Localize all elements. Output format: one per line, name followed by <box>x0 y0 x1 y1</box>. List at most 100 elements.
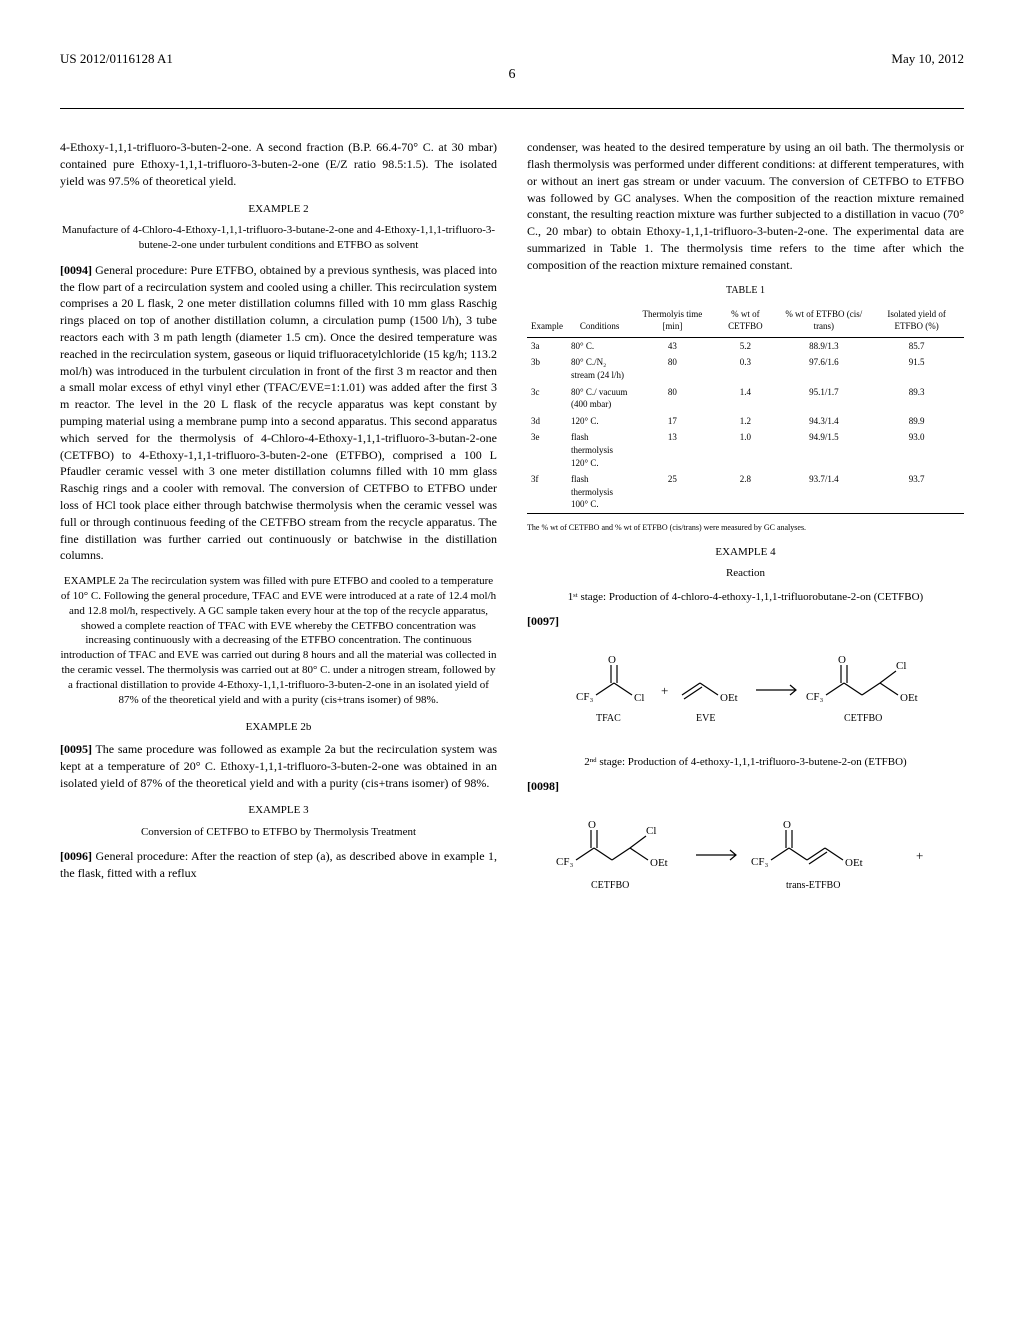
example-title: EXAMPLE 3 <box>60 803 497 818</box>
table-cell: 43 <box>632 337 712 354</box>
svg-text:Cl: Cl <box>634 692 644 704</box>
table-cell: 1.0 <box>712 429 778 471</box>
table-cell: 3e <box>527 429 567 471</box>
header-rule <box>60 108 964 109</box>
table-cell: 1.4 <box>712 384 778 413</box>
doc-number: US 2012/0116128 A1 <box>60 50 173 68</box>
para-text: General procedure: Pure ETFBO, obtained … <box>60 263 497 563</box>
table-cell: 91.5 <box>869 354 964 383</box>
example-title: EXAMPLE 2 <box>60 202 497 217</box>
text-block: condenser, was heated to the desired tem… <box>527 139 964 273</box>
table-cell: 97.6/1.6 <box>778 354 869 383</box>
text-block: [0096] General procedure: After the reac… <box>60 848 497 882</box>
table-cell: 17 <box>632 413 712 430</box>
right-column: condenser, was heated to the desired tem… <box>527 139 964 920</box>
text-block: 4-Ethoxy-1,1,1-trifluoro-3-buten-2-one. … <box>60 139 497 189</box>
svg-text:OEt: OEt <box>720 692 738 704</box>
reaction-scheme-2: CF₃ O Cl OEt CETFBO CF₃ <box>527 810 964 905</box>
table-row: 3d120° C.171.294.3/1.489.9 <box>527 413 964 430</box>
svg-text:CF₃: CF₃ <box>751 856 768 868</box>
table-row: 3b80° C./N₂ stream (24 l/h)800.397.6/1.6… <box>527 354 964 383</box>
svg-text:CETFBO: CETFBO <box>844 713 882 724</box>
table-cell: 85.7 <box>869 337 964 354</box>
table-header: Thermolyis time [min] <box>632 306 712 338</box>
table-header: Conditions <box>567 306 632 338</box>
svg-text:Cl: Cl <box>896 660 906 672</box>
example-subtitle: Manufacture of 4-Chloro-4-Ethoxy-1,1,1-t… <box>60 223 497 254</box>
svg-text:EVE: EVE <box>696 713 715 724</box>
table-cell: 93.7 <box>869 471 964 513</box>
table-cell: 93.0 <box>869 429 964 471</box>
example-2a-block: EXAMPLE 2a The recirculation system was … <box>60 574 497 708</box>
table-cell: 80° C./ vacuum (400 mbar) <box>567 384 632 413</box>
table-header: Isolated yield of ETFBO (%) <box>869 306 964 338</box>
svg-text:CF₃: CF₃ <box>576 691 593 703</box>
svg-text:trans-ETFBO: trans-ETFBO <box>786 880 840 891</box>
svg-text:O: O <box>838 654 846 666</box>
svg-text:+: + <box>916 848 923 863</box>
reaction-scheme-1: CF₃ O Cl TFAC + OEt EVE <box>527 645 964 740</box>
table-cell: 13 <box>632 429 712 471</box>
table-cell: 3f <box>527 471 567 513</box>
table-cell: flash thermolysis 120° C. <box>567 429 632 471</box>
para-text: General procedure: After the reaction of… <box>60 849 497 880</box>
table-row: 3fflash thermolysis 100° C.252.893.7/1.4… <box>527 471 964 513</box>
para-number-line: [0098] <box>527 778 964 795</box>
svg-text:CF₃: CF₃ <box>556 856 573 868</box>
table-cell: 5.2 <box>712 337 778 354</box>
table-header: Example <box>527 306 567 338</box>
left-column: 4-Ethoxy-1,1,1-trifluoro-3-buten-2-one. … <box>60 139 497 920</box>
para-number: [0094] <box>60 263 92 277</box>
svg-text:Cl: Cl <box>646 825 656 837</box>
example-subtitle: Conversion of CETFBO to ETFBO by Thermol… <box>60 825 497 840</box>
table-row: 3eflash thermolysis 120° C.131.094.9/1.5… <box>527 429 964 471</box>
svg-text:O: O <box>783 819 791 831</box>
table-cell: 88.9/1.3 <box>778 337 869 354</box>
para-number: [0098] <box>527 779 559 793</box>
table-cell: 94.9/1.5 <box>778 429 869 471</box>
table-cell: 2.8 <box>712 471 778 513</box>
table-1: Example Conditions Thermolyis time [min]… <box>527 306 964 514</box>
table-cell: 3b <box>527 354 567 383</box>
table-header: % wt of CETFBO <box>712 306 778 338</box>
table-cell: 89.3 <box>869 384 964 413</box>
svg-text:O: O <box>588 819 596 831</box>
table-caption: TABLE 1 <box>527 284 964 298</box>
table-cell: 3c <box>527 384 567 413</box>
svg-text:OEt: OEt <box>845 857 863 869</box>
stage-title: 1ˢᵗ stage: Production of 4-chloro-4-etho… <box>527 590 964 605</box>
table-cell: 0.3 <box>712 354 778 383</box>
stage-title: 2ⁿᵈ stage: Production of 4-ethoxy-1,1,1-… <box>527 755 964 770</box>
table-cell: 3a <box>527 337 567 354</box>
example-subtitle: Reaction <box>527 566 964 581</box>
svg-text:+: + <box>661 683 668 698</box>
pub-date: May 10, 2012 <box>891 50 964 68</box>
table-cell: 80° C./N₂ stream (24 l/h) <box>567 354 632 383</box>
para-number: [0095] <box>60 742 92 756</box>
table-footnote: The % wt of CETFBO and % wt of ETFBO (ci… <box>527 522 964 533</box>
page-number: 6 <box>509 65 516 85</box>
example-title: EXAMPLE 4 <box>527 545 964 560</box>
table-cell: 3d <box>527 413 567 430</box>
para-number: [0097] <box>527 614 559 628</box>
para-number-line: [0097] <box>527 613 964 630</box>
table-cell: 95.1/1.7 <box>778 384 869 413</box>
svg-text:CF₃: CF₃ <box>806 691 823 703</box>
table-cell: 89.9 <box>869 413 964 430</box>
table-cell: 1.2 <box>712 413 778 430</box>
table-cell: 80 <box>632 384 712 413</box>
table-row: 3c80° C./ vacuum (400 mbar)801.495.1/1.7… <box>527 384 964 413</box>
table-cell: 94.3/1.4 <box>778 413 869 430</box>
svg-text:CETFBO: CETFBO <box>591 880 629 891</box>
table-header: % wt of ETFBO (cis/ trans) <box>778 306 869 338</box>
svg-text:TFAC: TFAC <box>596 713 621 724</box>
table-row: 3a80° C.435.288.9/1.385.7 <box>527 337 964 354</box>
table-cell: 93.7/1.4 <box>778 471 869 513</box>
svg-text:O: O <box>608 654 616 666</box>
table-cell: 25 <box>632 471 712 513</box>
svg-text:OEt: OEt <box>900 692 918 704</box>
table-cell: 80° C. <box>567 337 632 354</box>
table-cell: 80 <box>632 354 712 383</box>
example-title: EXAMPLE 2b <box>60 720 497 735</box>
text-block: [0094] General procedure: Pure ETFBO, ob… <box>60 262 497 564</box>
